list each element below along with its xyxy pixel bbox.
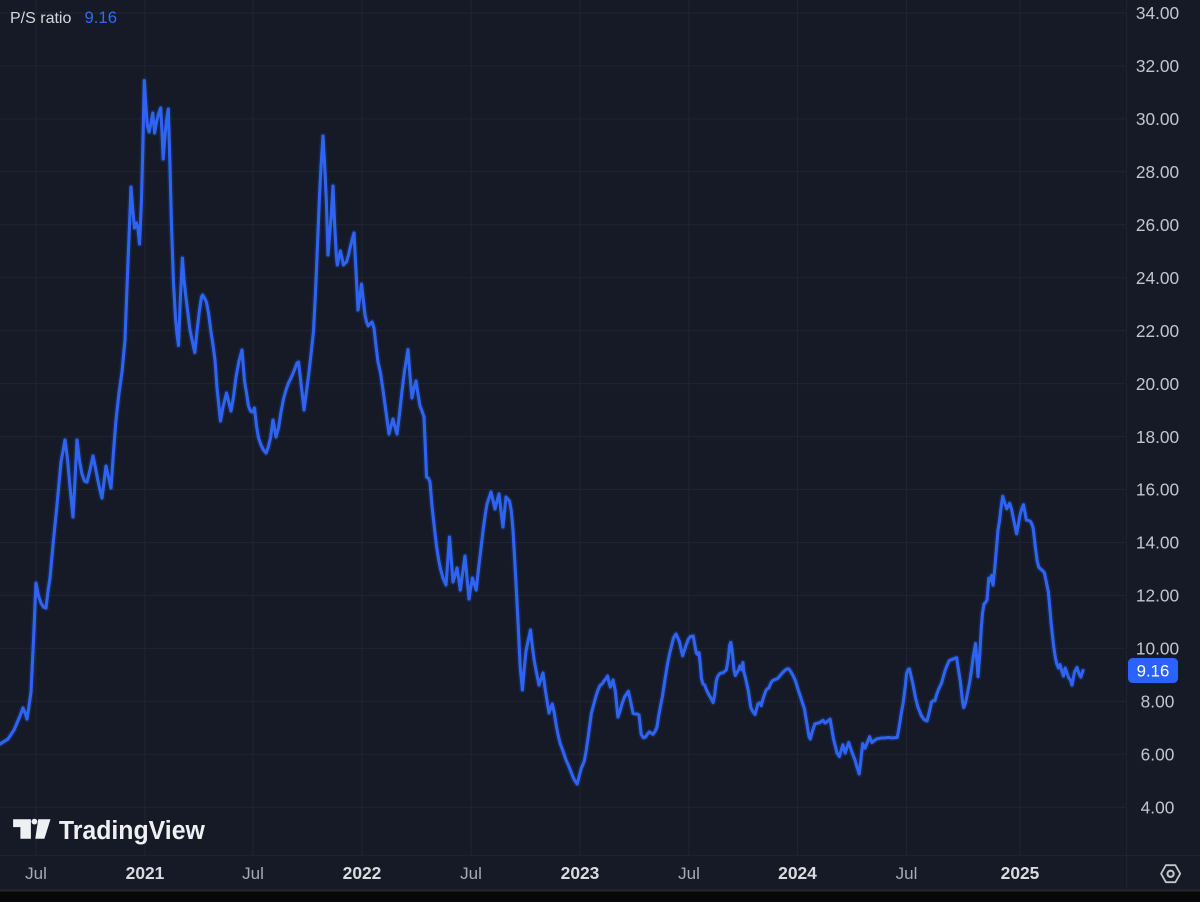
svg-text:6.00: 6.00 (1141, 745, 1175, 765)
svg-text:2021: 2021 (126, 863, 165, 883)
svg-text:2022: 2022 (343, 863, 382, 883)
svg-text:10.00: 10.00 (1136, 639, 1179, 659)
svg-text:14.00: 14.00 (1136, 533, 1179, 553)
svg-text:8.00: 8.00 (1141, 692, 1175, 712)
svg-text:30.00: 30.00 (1136, 109, 1179, 129)
svg-text:2024: 2024 (778, 863, 817, 883)
svg-text:Jul: Jul (242, 864, 264, 883)
svg-text:32.00: 32.00 (1136, 56, 1179, 76)
svg-text:TradingView: TradingView (59, 817, 205, 845)
svg-text:Jul: Jul (896, 864, 918, 883)
svg-text:Jul: Jul (678, 864, 700, 883)
svg-text:20.00: 20.00 (1136, 374, 1179, 394)
svg-text:Jul: Jul (25, 864, 47, 883)
svg-text:24.00: 24.00 (1136, 268, 1179, 288)
svg-text:18.00: 18.00 (1136, 427, 1179, 447)
svg-text:9.16: 9.16 (1137, 662, 1170, 681)
svg-text:16.00: 16.00 (1136, 480, 1179, 500)
svg-text:4.00: 4.00 (1141, 797, 1175, 817)
svg-text:22.00: 22.00 (1136, 321, 1179, 341)
svg-text:26.00: 26.00 (1136, 215, 1179, 235)
svg-text:P/S ratio: P/S ratio (10, 10, 71, 27)
svg-text:Jul: Jul (460, 864, 482, 883)
svg-text:2023: 2023 (561, 863, 600, 883)
svg-text:2025: 2025 (1001, 863, 1040, 883)
svg-text:12.00: 12.00 (1136, 586, 1179, 606)
svg-text:34.00: 34.00 (1136, 3, 1179, 23)
svg-text:9.16: 9.16 (85, 8, 117, 27)
svg-text:28.00: 28.00 (1136, 162, 1179, 182)
